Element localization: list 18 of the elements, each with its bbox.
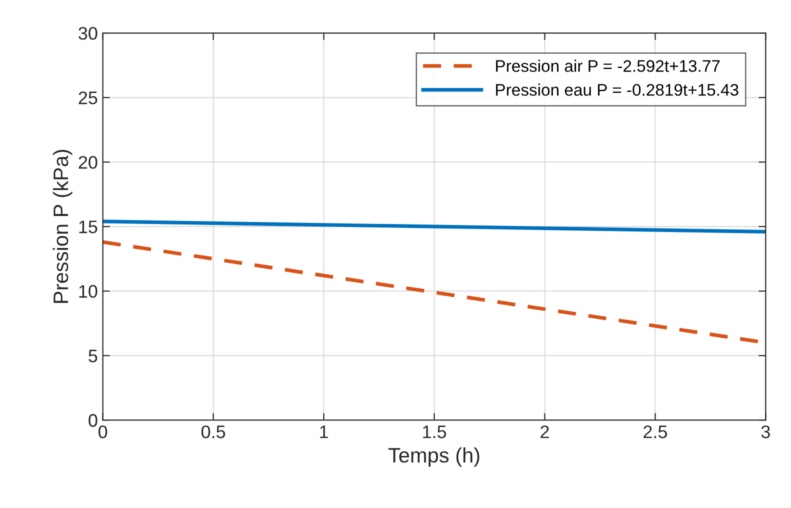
y-axis-title: Pression P (kPa): [52, 150, 72, 303]
y-tick-label: 15: [79, 220, 98, 234]
x-tick-label: 2.5: [644, 425, 668, 438]
x-axis-title: Temps (h): [388, 447, 480, 467]
x-tick-label: 1.5: [423, 426, 446, 438]
y-tick-label: 20: [78, 156, 98, 169]
legend-label: Pression eau P = -0.2819t+15.43: [496, 84, 738, 96]
x-tick-label: 1: [320, 426, 328, 438]
x-tick-label: 2: [540, 425, 549, 438]
x-tick-label: 0.5: [201, 425, 226, 438]
x-tick-label: 0: [98, 425, 108, 438]
y-tick-label: 30: [78, 26, 98, 40]
y-tick-label: 25: [78, 91, 98, 104]
y-tick-label: 10: [79, 285, 98, 298]
y-tick-label: 0: [88, 414, 98, 427]
x-tick-label: 3: [761, 425, 770, 438]
y-tick-label: 5: [88, 350, 98, 362]
legend-label: Pression air P = -2.592t+13.77: [496, 60, 720, 72]
